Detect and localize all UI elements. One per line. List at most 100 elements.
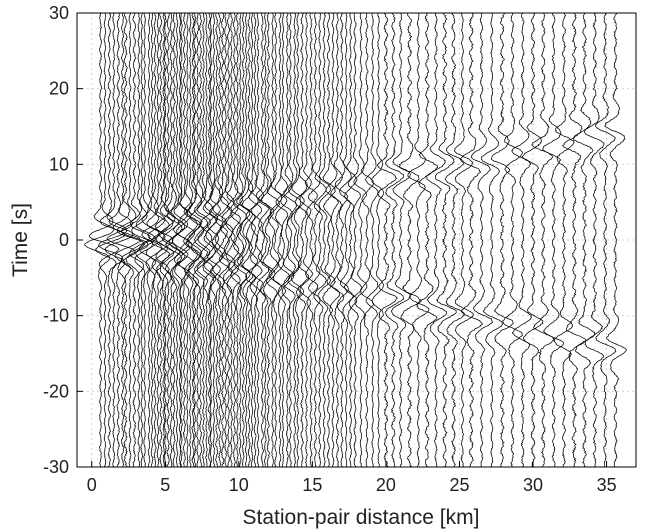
x-axis-ticks: 0 5 10 15 20 25 30 35 [87, 461, 617, 495]
trace-line [360, 12, 375, 468]
trace-line [155, 12, 175, 468]
trace-line [542, 13, 565, 468]
trace-line [245, 12, 259, 468]
trace-line [183, 12, 198, 468]
trace-line [325, 12, 340, 468]
trace-line [502, 12, 523, 468]
trace-line [308, 12, 321, 468]
trace-line [572, 12, 596, 468]
trace-line [287, 12, 302, 468]
trace-line [112, 12, 142, 468]
y-axis-label: Time [s] [9, 203, 32, 277]
trace-line [283, 12, 298, 468]
trace-line [604, 12, 627, 468]
trace-line [426, 12, 448, 468]
trace-line [255, 12, 270, 468]
trace-line [376, 12, 398, 468]
trace-line [322, 12, 336, 468]
trace-line [251, 13, 265, 468]
trace-line [206, 12, 221, 468]
trace-line [470, 12, 493, 468]
x-tick-label: 15 [302, 475, 322, 495]
x-tick-label: 20 [376, 475, 396, 495]
trace-line [209, 12, 224, 468]
trace-line [280, 12, 295, 468]
trace-line [233, 12, 248, 468]
trace-line [241, 12, 257, 467]
trace-line [434, 12, 457, 468]
trace-line [187, 12, 203, 468]
trace-line [121, 12, 149, 468]
trace-line [338, 12, 354, 468]
trace-line [236, 12, 251, 468]
trace-line [343, 13, 358, 468]
trace-line [416, 12, 439, 468]
y-tick-label: 20 [49, 79, 69, 99]
x-tick-label: 10 [229, 475, 249, 495]
trace-line [248, 12, 263, 468]
trace-line [334, 12, 350, 468]
trace-line [272, 12, 288, 468]
trace-line [390, 12, 412, 468]
trace-line [226, 12, 242, 468]
trace-line [265, 13, 280, 468]
x-tick-label: 0 [87, 475, 97, 495]
trace-line [221, 12, 236, 468]
trace-line [594, 12, 617, 468]
trace-line [239, 12, 254, 468]
trace-line [459, 12, 483, 468]
trace-line [84, 12, 114, 468]
trace-line [104, 12, 134, 468]
trace-line [203, 12, 218, 467]
y-tick-label: -10 [43, 306, 69, 326]
x-tick-label: 30 [523, 475, 543, 495]
trace-line [304, 12, 319, 468]
trace-line [185, 12, 202, 468]
y-axis-ticks: -30 -20 -10 0 10 20 30 [43, 3, 83, 477]
trace-line [116, 12, 146, 468]
trace-line [481, 12, 504, 468]
trace-line [257, 12, 273, 468]
trace-line [490, 12, 514, 468]
trace-line [407, 12, 430, 467]
x-tick-label: 5 [160, 475, 170, 495]
trace-line [225, 12, 239, 468]
trace-line [522, 12, 544, 468]
trace-line [196, 12, 211, 468]
trace-line [212, 12, 227, 468]
trace-line [89, 13, 120, 468]
trace-line [147, 13, 168, 468]
trace-line [106, 12, 136, 468]
y-tick-label: 0 [59, 230, 69, 250]
trace-line [317, 12, 332, 468]
trace-line [179, 12, 195, 468]
trace-line [294, 12, 310, 468]
y-tick-label: 30 [49, 3, 69, 23]
y-tick-label: -30 [43, 457, 69, 477]
trace-line [290, 12, 305, 468]
x-axis-label: Station-pair distance [km] [243, 506, 480, 529]
trace-line [202, 12, 217, 468]
trace-line [131, 12, 153, 468]
trace-line [371, 12, 385, 468]
trace-line [218, 12, 233, 468]
trace-line [268, 12, 283, 468]
trace-line [193, 12, 209, 468]
trace-line [384, 12, 405, 468]
trace-line [199, 12, 214, 468]
trace-line [141, 12, 163, 468]
trace-line [159, 12, 178, 468]
trace-line [553, 12, 575, 468]
trace-line [275, 12, 291, 468]
trace-line [171, 12, 189, 468]
trace-line [168, 12, 186, 468]
trace-line [150, 12, 171, 468]
wiggle-traces [84, 12, 627, 468]
y-tick-label: 10 [49, 154, 69, 174]
trace-line [453, 12, 474, 468]
trace-line [365, 12, 379, 468]
trace-line [154, 12, 174, 468]
trace-line [94, 12, 126, 468]
trace-line [398, 12, 422, 468]
trace-line [353, 12, 368, 468]
